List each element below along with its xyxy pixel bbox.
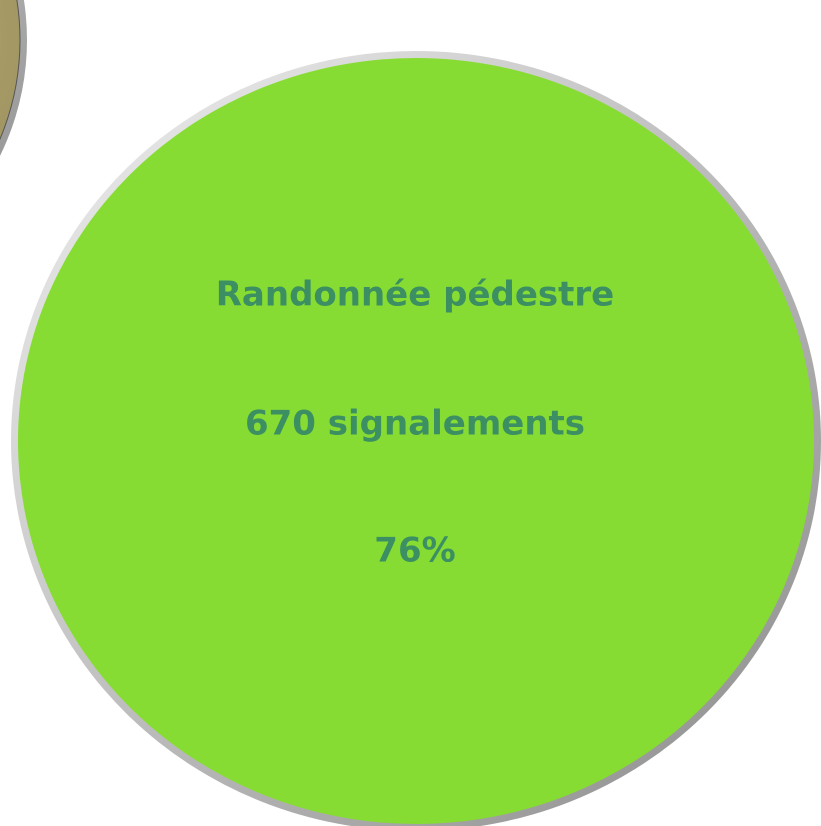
bubble-label: Randonnée pédestre: [216, 275, 615, 315]
bubble-share: 76%: [374, 531, 455, 571]
bubble: [18, 58, 814, 824]
bubble: [0, 0, 21, 141]
bubble-count: 670 signalements: [245, 404, 585, 444]
